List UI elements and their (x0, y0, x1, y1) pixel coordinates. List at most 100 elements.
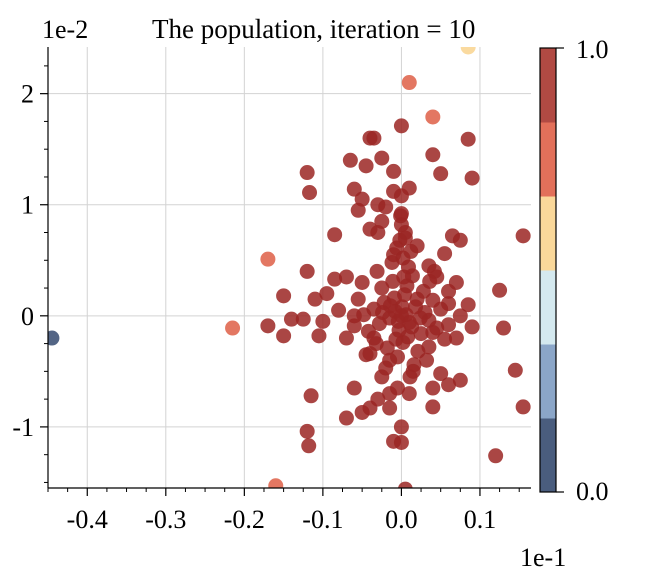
data-point (515, 399, 531, 415)
data-point (452, 308, 468, 324)
data-point (386, 163, 402, 179)
data-point (374, 150, 390, 166)
x-tick-label: -0.4 (67, 505, 108, 534)
data-point (346, 380, 362, 396)
x-offset-label: 1e-1 (520, 543, 566, 572)
data-point (421, 339, 437, 355)
data-point (460, 297, 476, 313)
colorbar-segment (540, 344, 556, 419)
data-point (374, 280, 390, 296)
data-point (386, 247, 402, 263)
data-point (396, 269, 412, 285)
data-point (441, 283, 457, 299)
data-point (492, 282, 508, 298)
data-point (388, 331, 404, 347)
data-point (452, 232, 468, 248)
grid-lines (48, 47, 531, 488)
data-point-highlight (225, 320, 241, 336)
data-point (397, 230, 413, 246)
data-point (358, 158, 374, 174)
data-point (342, 152, 358, 168)
data-point (338, 330, 354, 346)
x-tick-label: 0.0 (385, 505, 418, 534)
colorbar (539, 47, 564, 493)
data-point (425, 147, 441, 163)
colorbar-segment (540, 418, 556, 493)
data-point (350, 291, 366, 307)
data-point (433, 166, 449, 182)
data-point (437, 331, 453, 347)
y-tick-label: 2 (21, 80, 34, 109)
colorbar-min-label: 0.0 (576, 477, 609, 506)
data-point (338, 410, 354, 426)
colorbar-segment (540, 48, 556, 123)
point-layer (48, 47, 531, 488)
data-point (412, 310, 428, 326)
data-point (354, 404, 370, 420)
data-point (307, 291, 323, 307)
data-point (425, 399, 441, 415)
data-point (441, 317, 457, 333)
data-point (441, 377, 457, 393)
data-point (327, 271, 343, 287)
data-point (295, 311, 311, 327)
data-point (425, 380, 441, 396)
data-point (260, 318, 276, 334)
data-point (393, 118, 409, 134)
data-point (393, 308, 409, 324)
data-point (369, 263, 385, 279)
colorbar-segment (540, 122, 556, 197)
data-point (437, 246, 453, 262)
data-point (276, 288, 292, 304)
data-point (331, 302, 347, 318)
data-point (301, 438, 317, 454)
data-point (496, 320, 512, 336)
data-point (338, 269, 354, 285)
data-point (409, 238, 425, 254)
data-point (393, 217, 409, 233)
data-point (397, 481, 413, 488)
colorbar-segment (540, 270, 556, 345)
data-point (433, 366, 449, 382)
data-point (382, 400, 398, 416)
data-point (299, 165, 315, 181)
x-axis-ticks: -0.4 -0.3 -0.2 -0.1 0.0 0.1 (47, 488, 520, 534)
data-point (382, 352, 398, 368)
data-point (393, 206, 409, 222)
data-point (409, 291, 425, 307)
data-point (421, 258, 437, 274)
data-point (405, 363, 421, 379)
data-point (350, 202, 366, 218)
data-point (419, 352, 435, 368)
data-point (382, 386, 398, 402)
data-point (366, 330, 382, 346)
data-point (393, 188, 409, 204)
data-point (464, 319, 480, 335)
colorbar-segment (540, 196, 556, 271)
axes (47, 47, 531, 489)
data-point (354, 274, 370, 290)
data-point-highlight (268, 478, 284, 488)
data-point (302, 185, 318, 201)
data-point-highlight (401, 75, 417, 91)
chart-title: The population, iteration = 10 (152, 14, 475, 44)
data-point (276, 328, 292, 344)
colorbar-frame (539, 47, 557, 493)
y-tick-label: -1 (12, 413, 34, 442)
data-point (299, 263, 315, 279)
data-point (393, 434, 409, 450)
data-point (319, 286, 335, 302)
data-point (370, 225, 386, 241)
data-point (311, 328, 327, 344)
x-tick-label: 0.1 (464, 505, 497, 534)
data-point (400, 329, 416, 345)
data-point (375, 304, 391, 320)
data-point (346, 308, 362, 324)
data-point (425, 324, 441, 340)
y-axis-ticks: -1 0 1 2 (12, 65, 48, 483)
data-point (299, 423, 315, 439)
data-point (507, 362, 523, 378)
data-point (393, 419, 409, 435)
y-offset-label: 1e-2 (42, 15, 88, 44)
